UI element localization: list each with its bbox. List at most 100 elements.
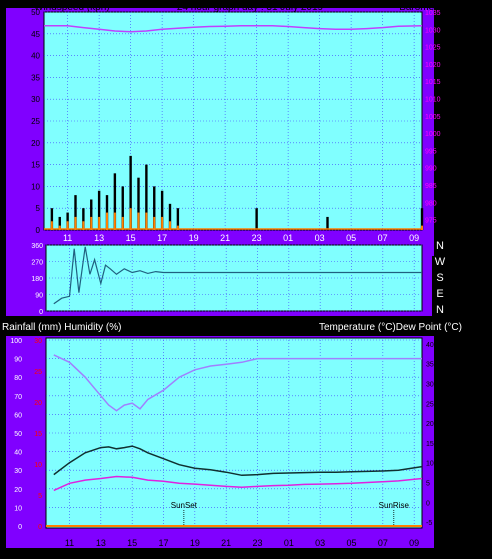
temp-xtick-01: 01: [284, 538, 294, 548]
temp-ytick-20: 20: [426, 421, 434, 428]
wind-ytick-35: 35: [31, 73, 40, 82]
humidity-axis-title: Rainfall (mm) Humidity (%): [2, 322, 121, 333]
wind-ytick-0: 0: [36, 226, 41, 235]
temp-ytick-35: 35: [426, 362, 434, 369]
wind-ytick-5: 5: [36, 204, 41, 213]
wind-ytick-20: 20: [31, 139, 40, 148]
humidity-series: [53, 354, 422, 412]
temp-xtick-17: 17: [158, 538, 168, 548]
gust-bar-10: [129, 155, 132, 230]
wind-xtick-17: 17: [157, 233, 167, 243]
wind-xtick-13: 13: [94, 233, 104, 243]
wind-xtick-07: 07: [378, 233, 388, 243]
avg-bar-10: [129, 208, 132, 230]
rain-ytick-25: 25: [34, 369, 42, 376]
compass-labels: N W S E N: [435, 240, 446, 316]
barometer-y-ticks: 975 980 985 990 995 1000 1005 1010 1015 1020 1025 1…: [425, 10, 441, 225]
hum-ytick-10: 10: [14, 505, 22, 512]
wind-xtick-15: 15: [126, 233, 136, 243]
temp-xtick-23: 23: [252, 538, 262, 548]
compass-w: W: [435, 256, 446, 268]
temp-xtick-07: 07: [378, 538, 388, 548]
compass-e: E: [436, 288, 443, 300]
wind-xtick-19: 19: [189, 233, 199, 243]
temp-xtick-03: 03: [315, 538, 325, 548]
graph-title: 24 hour graph day : 31 July 2019: [177, 2, 324, 13]
wind-ytick-15: 15: [31, 161, 40, 170]
avg-bar-8: [113, 212, 116, 230]
temp-ytick-10: 10: [426, 461, 434, 468]
wind-xtick-11: 11: [63, 233, 72, 243]
temp-xtick-13: 13: [96, 538, 106, 548]
temp-ytick-25: 25: [426, 401, 434, 408]
humidity-y-ticks: 0 10 20 30 40 50 60 70 80 90 100: [10, 338, 22, 531]
hum-ytick-40: 40: [14, 450, 22, 457]
direction-line: [53, 246, 422, 305]
dir-ytick-0: 0: [39, 309, 43, 316]
wind-ytick-30: 30: [31, 95, 40, 104]
gust-bar-4: [82, 208, 85, 230]
wind-ytick-50: 50: [31, 8, 40, 17]
gust-bar-14: [160, 190, 164, 230]
baro-ytick-1035: 1035: [425, 10, 441, 17]
rain-ytick-30: 30: [34, 338, 42, 345]
gust-bar-19: [255, 208, 258, 230]
sunset-label: SunSet: [171, 501, 198, 510]
gust-bar-15: [168, 203, 172, 230]
temp-xtick-19: 19: [190, 538, 200, 548]
temp-ytick-30: 30: [426, 382, 434, 389]
avg-bar-6: [98, 216, 101, 230]
gust-bar-22: [326, 216, 329, 230]
temperature-lines: [46, 354, 423, 527]
avg-bar-16: [176, 225, 179, 230]
hum-ytick-30: 30: [14, 468, 22, 475]
gust-bar-9: [121, 186, 124, 230]
wind-y-ticks: 0 5 10 15 20 25 30 35 40 45 50: [31, 8, 40, 235]
avg-bar-5: [90, 216, 93, 230]
avg-bar-9: [121, 216, 124, 230]
temp-plot-area: [45, 337, 423, 529]
wind-ytick-40: 40: [31, 52, 40, 61]
baro-ytick-985: 985: [425, 183, 437, 190]
baro-ytick-990: 990: [425, 166, 437, 173]
wind-xtick-21: 21: [220, 233, 230, 243]
temp-grid: [46, 339, 422, 527]
temp-xtick-21: 21: [221, 538, 231, 548]
rain-ytick-15: 15: [34, 431, 42, 438]
compass-s: S: [436, 272, 443, 284]
baro-ytick-1005: 1005: [425, 114, 441, 121]
gust-bar-6: [97, 190, 101, 230]
baro-ytick-975: 975: [425, 218, 437, 225]
temp-xtick-05: 05: [346, 538, 356, 548]
barometer-series: [44, 25, 423, 33]
rain-ytick-20: 20: [34, 400, 42, 407]
wind-xtick-05: 05: [346, 233, 356, 243]
temp-ytick-5: 5: [426, 480, 430, 487]
baro-ytick-1000: 1000: [425, 131, 441, 138]
avg-bar-4: [82, 221, 85, 230]
temp-ytick-0: 0: [426, 500, 430, 507]
avg-bar-3: [74, 216, 77, 230]
hum-ytick-0: 0: [18, 524, 22, 531]
dir-ytick-180: 180: [31, 276, 43, 283]
compass-n-bottom: N: [436, 304, 444, 316]
wind-xtick-23: 23: [252, 233, 262, 243]
rain-ytick-10: 10: [34, 462, 42, 469]
hum-ytick-100: 100: [10, 338, 22, 345]
dir-ytick-270: 270: [31, 260, 43, 267]
temp-x-ticks: 11 13 15 17 19 21 23 01 03 05 07 09: [65, 538, 419, 548]
sunrise-label: SunRise: [379, 501, 410, 510]
direction-grid: [46, 244, 422, 312]
barometer-line: [44, 25, 423, 33]
rain-y-ticks: 0 5 10 15 20 25 30: [34, 338, 42, 531]
baro-ytick-1010: 1010: [425, 97, 441, 104]
baro-ytick-995: 995: [425, 148, 437, 155]
hum-ytick-80: 80: [14, 375, 22, 382]
wind-ytick-10: 10: [31, 182, 40, 191]
avg-bar-7: [106, 212, 108, 230]
avg-bar-2: [66, 221, 69, 230]
hum-ytick-20: 20: [14, 487, 22, 494]
wind-axis-title: Windspeed (kph): [34, 2, 110, 13]
